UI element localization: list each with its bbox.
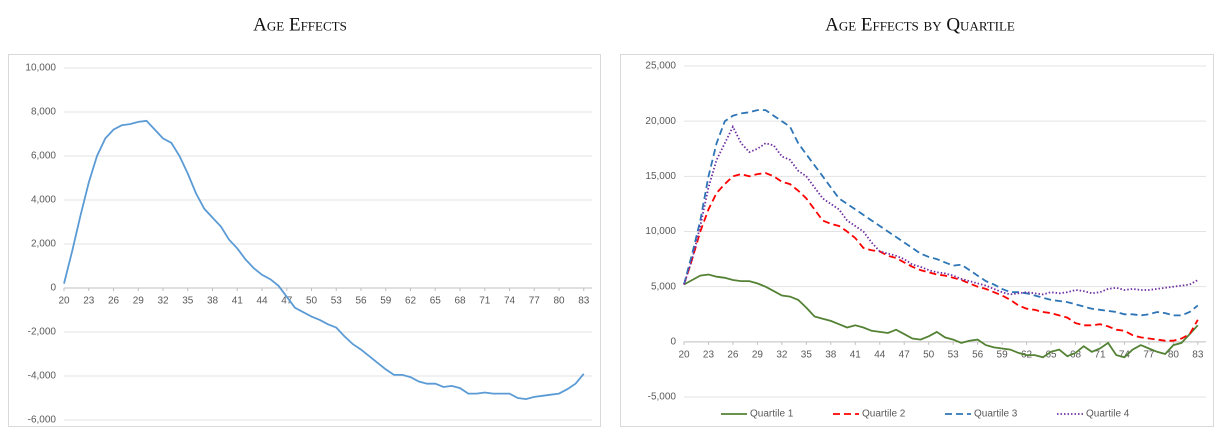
data-line	[683, 172, 1199, 342]
y-tick-label: 4,000	[31, 195, 56, 206]
x-tick-label: 80	[1168, 349, 1180, 360]
x-tick-label: 38	[825, 349, 837, 360]
x-tick-label: 26	[727, 349, 739, 360]
chart-frame	[8, 54, 601, 427]
x-tick-label: 74	[1119, 349, 1131, 360]
legend-label: Quartile 2	[862, 409, 906, 420]
chart-frame	[620, 54, 1214, 427]
x-tick-label: 47	[281, 296, 293, 307]
x-tick-label: 83	[1192, 349, 1204, 360]
x-tick-label: 56	[972, 349, 984, 360]
x-tick-label: 74	[504, 296, 516, 307]
x-tick-label: 41	[850, 349, 862, 360]
x-tick-label: 68	[454, 296, 466, 307]
x-tick-label: 50	[306, 296, 318, 307]
x-tick-label: 65	[1045, 349, 1057, 360]
x-tick-label: 62	[405, 296, 417, 307]
y-tick-label: -4,000	[28, 371, 57, 382]
x-tick-label: 23	[703, 349, 715, 360]
x-tick-label: 38	[207, 296, 219, 307]
y-tick-label: 10,000	[25, 63, 56, 74]
x-tick-label: 77	[1143, 349, 1155, 360]
y-tick-label: -5,000	[648, 392, 677, 403]
legend-label: Quartile 1	[750, 409, 794, 420]
x-tick-label: 26	[108, 296, 120, 307]
data-line	[683, 273, 1199, 359]
data-line	[683, 109, 1199, 317]
x-tick-label: 50	[923, 349, 935, 360]
y-tick-label: 0	[670, 336, 676, 347]
x-tick-label: 83	[578, 296, 590, 307]
legend-label: Quartile 3	[974, 409, 1018, 420]
x-tick-label: 35	[801, 349, 813, 360]
y-tick-label: 10,000	[645, 226, 676, 237]
x-tick-label: 35	[182, 296, 194, 307]
x-tick-label: 29	[133, 296, 145, 307]
x-tick-label: 32	[776, 349, 788, 360]
x-tick-label: 41	[232, 296, 244, 307]
x-tick-label: 59	[997, 349, 1009, 360]
chart-title: Age Effects	[253, 14, 347, 35]
x-tick-label: 32	[157, 296, 169, 307]
x-tick-label: 68	[1070, 349, 1082, 360]
x-tick-label: 56	[355, 296, 367, 307]
y-tick-label: 6,000	[31, 151, 56, 162]
y-tick-label: 8,000	[31, 107, 56, 118]
x-tick-label: 59	[380, 296, 392, 307]
y-tick-label: -6,000	[28, 415, 57, 426]
x-tick-label: 53	[331, 296, 343, 307]
x-tick-label: 44	[874, 349, 886, 360]
x-tick-label: 80	[553, 296, 565, 307]
y-tick-label: -2,000	[28, 327, 57, 338]
y-tick-label: 5,000	[651, 281, 676, 292]
y-tick-label: 0	[50, 283, 56, 294]
x-tick-label: 71	[479, 296, 491, 307]
y-tick-label: 20,000	[645, 116, 676, 127]
x-tick-label: 44	[256, 296, 268, 307]
y-tick-label: 2,000	[31, 239, 56, 250]
x-tick-label: 23	[83, 296, 95, 307]
x-tick-label: 71	[1094, 349, 1106, 360]
x-tick-label: 53	[948, 349, 960, 360]
legend-label: Quartile 4	[1086, 409, 1130, 420]
data-line	[683, 124, 1199, 296]
x-tick-label: 20	[678, 349, 690, 360]
y-tick-label: 15,000	[645, 171, 676, 182]
x-tick-label: 77	[529, 296, 541, 307]
x-tick-label: 20	[58, 296, 70, 307]
data-line	[63, 119, 585, 401]
x-tick-label: 29	[752, 349, 764, 360]
chart-title: Age Effects by Quartile	[825, 14, 1015, 35]
x-tick-label: 47	[899, 349, 911, 360]
x-tick-label: 65	[430, 296, 442, 307]
y-tick-label: 25,000	[645, 61, 676, 72]
